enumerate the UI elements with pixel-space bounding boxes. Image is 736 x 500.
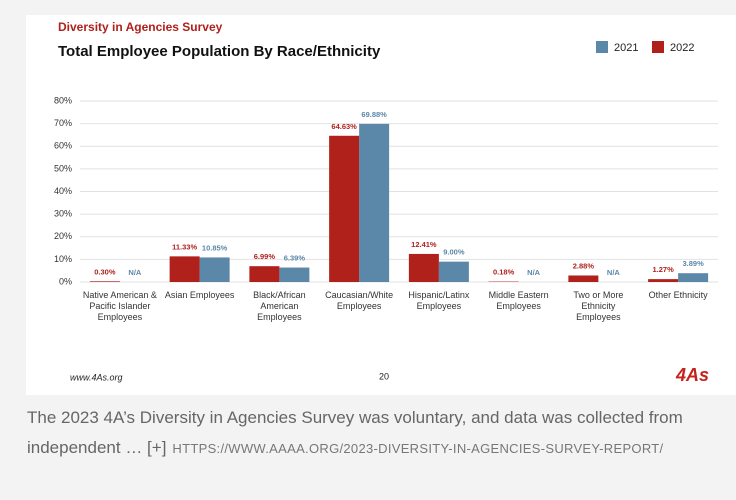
bar (438, 261, 469, 282)
value-label: 0.18% (493, 268, 515, 277)
x-tick-label: Caucasian/White Employees (325, 290, 394, 311)
value-label: 6.99% (254, 252, 276, 261)
value-label: N/A (607, 268, 621, 277)
y-tick-label: 30% (54, 209, 72, 219)
y-tick-label: 10% (54, 254, 72, 264)
y-tick-label: 70% (54, 118, 72, 128)
bar (359, 123, 390, 282)
caption-link[interactable]: HTTPS://WWW.AAAA.ORG/2023-DIVERSITY-IN-A… (172, 441, 664, 456)
x-tick-label: Two or More Ethnicity Employees (573, 290, 624, 322)
value-label: N/A (527, 268, 541, 277)
value-label: 3.89% (682, 259, 704, 268)
x-tick-label: Native American & Pacific Islander Emplo… (82, 290, 157, 322)
value-label: 10.85% (202, 243, 228, 252)
value-label: 11.33% (172, 242, 197, 251)
y-tick-label: 80% (54, 95, 72, 105)
value-label: 0.30% (94, 267, 116, 276)
x-tick-label: Hispanic/Latinx Employees (408, 290, 470, 311)
value-label: 9.00% (443, 248, 465, 257)
value-label: 6.39% (284, 254, 306, 263)
value-label: N/A (128, 268, 142, 277)
caption-text: The 2023 4A’s Diversity in Agencies Surv… (27, 408, 683, 457)
bar (678, 273, 709, 282)
bar (89, 281, 120, 282)
legend-label: 2021 (614, 42, 638, 54)
x-tick-label: Other Ethnicity (648, 290, 708, 300)
logo: 4As (675, 365, 709, 385)
bar (568, 275, 599, 282)
x-tick-label: Asian Employees (164, 290, 235, 300)
x-tick-label: Black/African American Employees (253, 290, 306, 322)
kicker: Diversity in Agencies Survey (58, 20, 223, 34)
legend-label: 2022 (670, 42, 694, 54)
caption: The 2023 4A’s Diversity in Agencies Surv… (27, 403, 727, 464)
bar (648, 279, 679, 282)
chart-title: Total Employee Population By Race/Ethnic… (58, 43, 381, 60)
y-tick-label: 60% (54, 141, 72, 151)
bar (408, 253, 439, 282)
legend-swatch (652, 41, 664, 53)
y-tick-label: 20% (54, 231, 72, 241)
value-label: 1.27% (652, 265, 674, 274)
y-tick-label: 50% (54, 163, 72, 173)
page-number: 20 (379, 371, 389, 381)
bar (199, 257, 230, 282)
footer-url: www.4As.org (70, 372, 123, 382)
x-tick-label: Middle Eastern Employees (488, 290, 549, 311)
bar (329, 135, 360, 282)
value-label: 69.88% (361, 110, 387, 119)
bar (249, 266, 280, 282)
y-tick-label: 40% (54, 186, 72, 196)
bar (169, 256, 200, 282)
y-tick-label: 0% (59, 276, 72, 286)
legend-swatch (596, 41, 608, 53)
value-label: 12.41% (411, 240, 437, 249)
value-label: 2.88% (573, 261, 595, 270)
bar (279, 267, 310, 282)
value-label: 64.63% (331, 122, 357, 131)
